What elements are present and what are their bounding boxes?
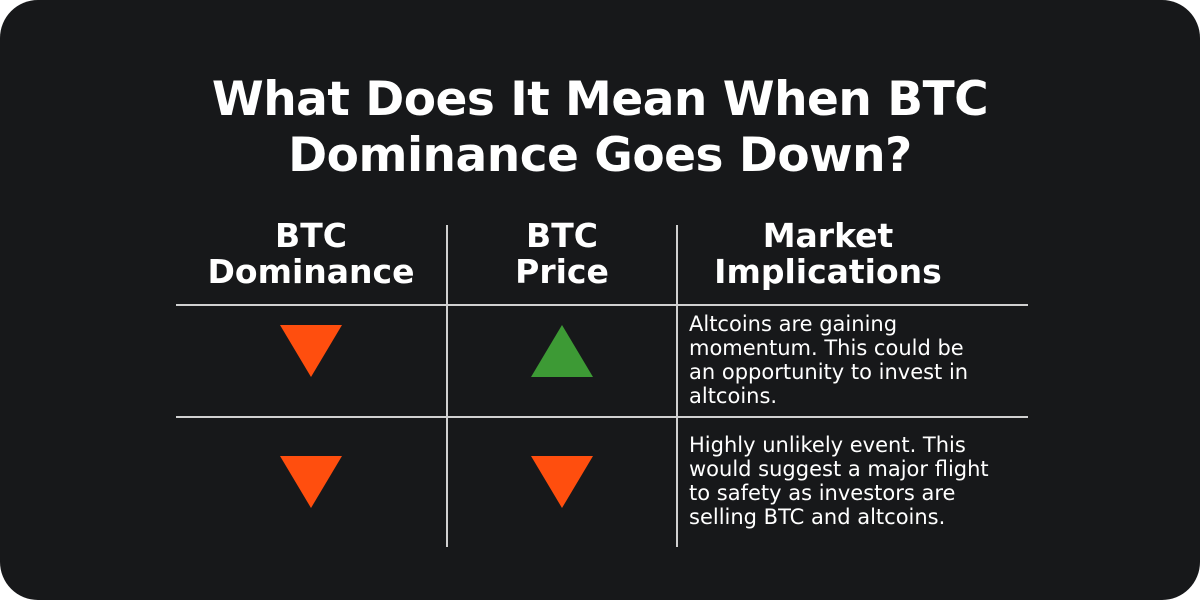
- column-header-btc-price: BTC Price: [448, 218, 676, 290]
- header-line: BTC: [275, 216, 347, 255]
- row-divider: [176, 416, 1028, 418]
- triangle-up-icon: [531, 325, 593, 377]
- implication-line: Highly unlikely event. This: [689, 433, 966, 457]
- implication-line: altcoins.: [689, 384, 778, 408]
- triangle-down-icon: [280, 456, 342, 508]
- triangle-down-icon: [531, 456, 593, 508]
- implication-text: Highly unlikely event. This would sugges…: [689, 433, 1029, 529]
- implication-line: selling BTC and altcoins.: [689, 505, 946, 529]
- column-divider: [446, 225, 448, 547]
- title-line-1: What Does It Mean When BTC: [211, 72, 989, 127]
- triangle-down-icon: [280, 325, 342, 377]
- implication-line: to safety as investors are: [689, 481, 956, 505]
- title-line-2: Dominance Goes Down?: [288, 128, 912, 183]
- header-line: BTC: [526, 216, 598, 255]
- header-line: Market: [762, 216, 894, 255]
- column-header-btc-dominance: BTC Dominance: [176, 218, 446, 290]
- header-line: Dominance: [207, 252, 415, 291]
- column-header-market-implications: Market Implications: [678, 218, 978, 290]
- header-line: Price: [515, 252, 609, 291]
- row-divider: [176, 304, 1028, 306]
- implication-line: would suggest a major flight: [689, 457, 989, 481]
- implication-line: momentum. This could be: [689, 336, 964, 360]
- page-title: What Does It Mean When BTC Dominance Goe…: [0, 72, 1200, 184]
- header-line: Implications: [714, 252, 942, 291]
- implication-line: an opportunity to invest in: [689, 360, 969, 384]
- implication-line: Altcoins are gaining: [689, 312, 898, 336]
- column-divider: [676, 225, 678, 547]
- implication-text: Altcoins are gaining momentum. This coul…: [689, 312, 1029, 408]
